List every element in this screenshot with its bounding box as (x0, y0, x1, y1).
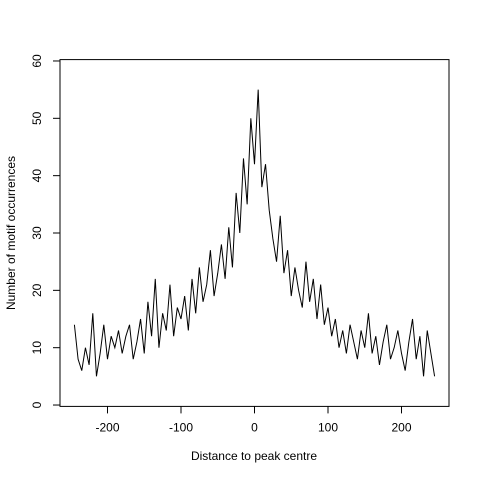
x-tick-label: -100 (169, 421, 193, 435)
x-tick-label: 100 (318, 421, 338, 435)
y-tick-label: 50 (30, 111, 44, 125)
x-tick-label: 200 (391, 421, 411, 435)
y-tick-label: 20 (30, 283, 44, 297)
y-tick-label: 40 (30, 169, 44, 183)
data-line (73, 89, 436, 377)
y-axis-label: Number of motif occurrences (4, 156, 18, 310)
y-tick-label: 10 (30, 341, 44, 355)
x-axis-label: Distance to peak centre (191, 449, 317, 463)
y-tick-label: 60 (30, 54, 44, 68)
y-tick-label: 0 (30, 401, 44, 408)
x-tick-label: 0 (251, 421, 258, 435)
x-tick-label: -200 (95, 421, 119, 435)
y-tick-label: 30 (30, 226, 44, 240)
plot-box (59, 59, 450, 407)
